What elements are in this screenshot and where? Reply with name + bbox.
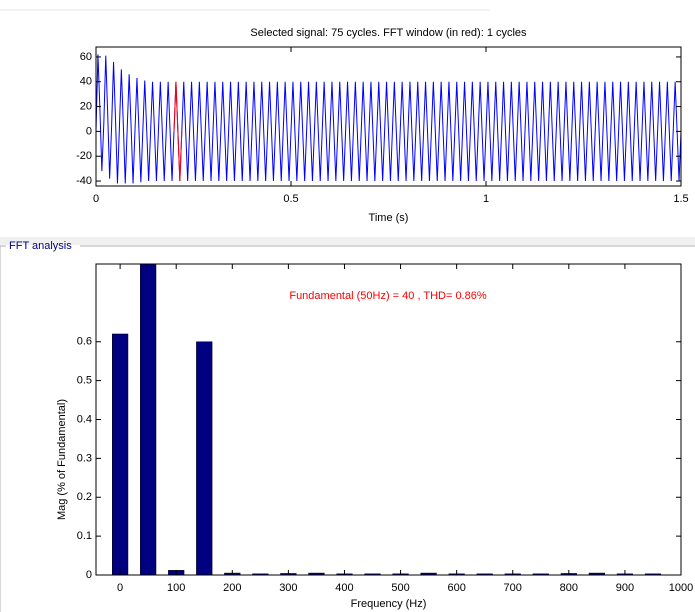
panel-band [0, 237, 695, 245]
y-axis-label: Mag (% of Fundamental) [56, 399, 68, 520]
y-tick-label: 60 [80, 51, 92, 63]
axes-frame [95, 263, 682, 576]
bar [112, 333, 129, 575]
y-tick-label: 0 [86, 125, 92, 137]
bar [588, 572, 605, 575]
x-tick-label: 700 [504, 582, 522, 594]
y-tick-label: 40 [80, 76, 92, 88]
y-tick-label: 0.6 [77, 336, 92, 348]
x-tick-label: 400 [335, 582, 353, 594]
signal-line [173, 81, 183, 182]
signal-line [96, 54, 681, 184]
x-tick-label: 800 [560, 582, 578, 594]
y-tick-label: 0.5 [77, 375, 92, 387]
x-tick-label: 200 [223, 582, 241, 594]
annotation: Fundamental (50Hz) = 40 , THD= 0.86% [289, 290, 487, 302]
x-tick-label: 500 [391, 582, 409, 594]
x-tick-label: 100 [167, 582, 185, 594]
y-tick-label: -40 [76, 175, 92, 187]
x-tick-label: 1 [483, 193, 489, 205]
x-tick-label: 300 [279, 582, 297, 594]
axes-frame [95, 46, 682, 187]
x-axis-label: Time (s) [369, 212, 409, 224]
y-tick-label: 0.1 [77, 530, 92, 542]
x-tick-label: 1000 [669, 582, 693, 594]
plot-area [112, 264, 662, 575]
x-tick-label: 600 [447, 582, 465, 594]
x-tick-label: 0 [117, 582, 123, 594]
chart-title: Selected signal: 75 cycles. FFT window (… [250, 27, 527, 39]
plot-area [96, 54, 681, 184]
y-tick-label: 20 [80, 100, 92, 112]
panel-title: FFT analysis [9, 240, 72, 252]
x-axis-label: Frequency (Hz) [351, 598, 427, 610]
bar [140, 264, 157, 575]
x-tick-label: 1.5 [673, 193, 688, 205]
x-tick-label: 0.5 [283, 193, 298, 205]
y-tick-label: 0 [86, 569, 92, 581]
y-tick-label: -20 [76, 150, 92, 162]
bar [196, 341, 213, 575]
x-tick-label: 900 [616, 582, 634, 594]
y-tick-label: 0.4 [77, 413, 92, 425]
x-tick-label: 0 [93, 193, 99, 205]
bar [420, 572, 437, 575]
panel-frame [0, 245, 6, 612]
y-tick-label: 0.2 [77, 491, 92, 503]
bar [308, 572, 325, 575]
y-tick-label: 0.3 [77, 452, 92, 464]
